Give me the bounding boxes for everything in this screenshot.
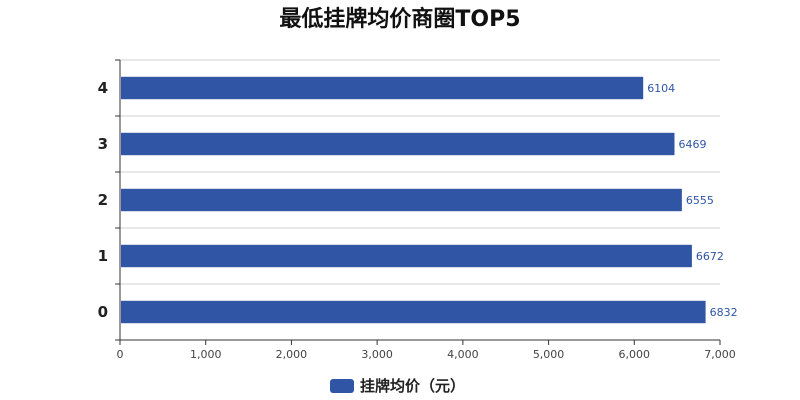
x-tick-label: 5,000 bbox=[533, 348, 565, 361]
data-label: 6555 bbox=[686, 194, 714, 207]
y-tick-label: 4 bbox=[98, 79, 108, 97]
bar[interactable] bbox=[121, 132, 675, 156]
y-tick-label: 1 bbox=[98, 247, 108, 265]
data-label: 6104 bbox=[647, 82, 675, 95]
y-tick-label: 3 bbox=[98, 135, 108, 153]
legend[interactable]: 挂牌均价（元） bbox=[330, 377, 465, 395]
chart-title: 最低挂牌均价商圈TOP5 bbox=[279, 6, 520, 32]
legend-label: 挂牌均价（元） bbox=[360, 377, 465, 395]
x-tick-label: 1,000 bbox=[190, 348, 222, 361]
y-tick-label: 0 bbox=[98, 303, 108, 321]
bars: 6832 6672 6555 6469 6104 bbox=[121, 76, 738, 324]
bar[interactable] bbox=[121, 76, 644, 100]
x-tick-label: 2,000 bbox=[276, 348, 308, 361]
axes: 0 1,000 2,000 3,000 4,000 5,000 6,000 7,000 0 1 2 3… bbox=[98, 59, 736, 361]
x-tick-label: 7,000 bbox=[704, 348, 736, 361]
bar[interactable] bbox=[121, 188, 682, 212]
y-tick-label: 2 bbox=[98, 191, 108, 209]
data-label: 6832 bbox=[710, 306, 738, 319]
x-tick-label: 6,000 bbox=[619, 348, 651, 361]
legend-swatch bbox=[330, 379, 354, 393]
bar[interactable] bbox=[121, 244, 692, 268]
x-tick-label: 0 bbox=[117, 348, 124, 361]
x-tick-label: 4,000 bbox=[447, 348, 479, 361]
x-tick-label: 3,000 bbox=[361, 348, 393, 361]
data-label: 6469 bbox=[678, 138, 706, 151]
data-label: 6672 bbox=[696, 250, 724, 263]
bar[interactable] bbox=[121, 300, 706, 324]
